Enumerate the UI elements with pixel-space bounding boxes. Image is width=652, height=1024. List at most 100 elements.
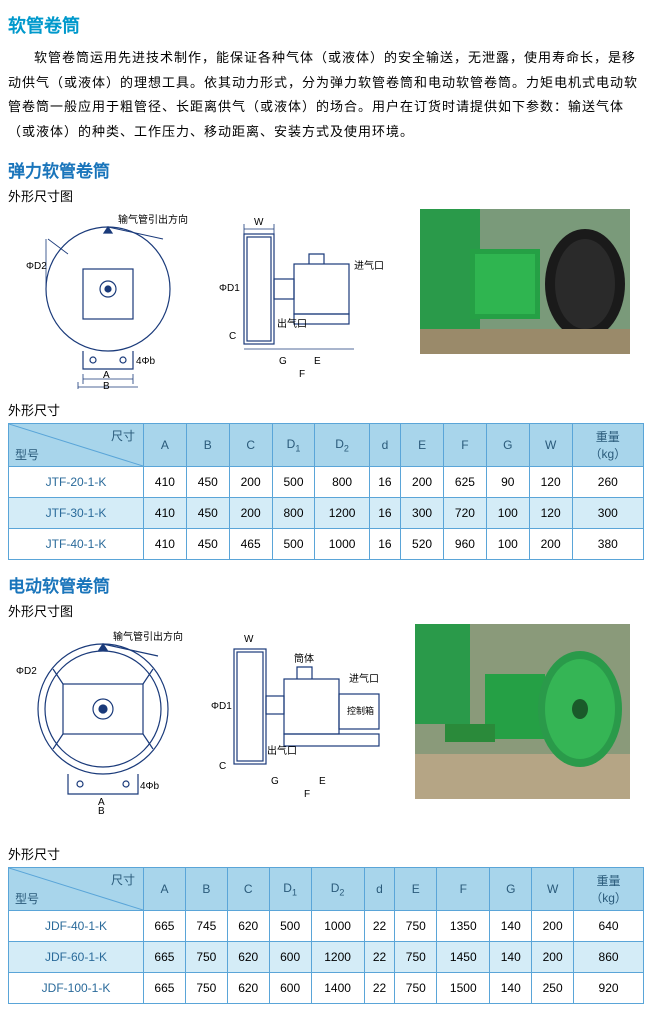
col-b: B bbox=[186, 423, 229, 466]
model-cell: JDF-60-1-K bbox=[9, 941, 144, 972]
value-cell: 450 bbox=[186, 466, 229, 497]
table-corner: 尺寸 型号 bbox=[9, 423, 144, 466]
header-top: 尺寸 bbox=[111, 427, 135, 444]
value-cell: 16 bbox=[369, 466, 400, 497]
value-cell: 665 bbox=[144, 910, 186, 941]
table-row: JDF-40-1-K665745620500100022750135014020… bbox=[9, 910, 644, 941]
label-f: F bbox=[299, 369, 305, 380]
value-cell: 665 bbox=[144, 941, 186, 972]
diagram-row-2: 输气管引出方向 ΦD2 A B 4Φb W ΦD1 C 筒体 进气口 控制箱 出… bbox=[8, 624, 644, 817]
value-cell: 260 bbox=[572, 466, 643, 497]
model-cell: JDF-100-1-K bbox=[9, 972, 144, 1003]
value-cell: 625 bbox=[444, 466, 487, 497]
table-row: JTF-30-1-K410450200800120016300720100120… bbox=[9, 497, 644, 528]
col-f: F bbox=[444, 423, 487, 466]
value-cell: 1450 bbox=[437, 941, 490, 972]
dim-diagram-label-2: 外形尺寸图 bbox=[8, 601, 644, 620]
svg-text:ΦD1: ΦD1 bbox=[211, 701, 232, 712]
value-cell: 90 bbox=[486, 466, 529, 497]
value-cell: 745 bbox=[185, 910, 227, 941]
svg-text:F: F bbox=[304, 789, 310, 800]
value-cell: 1350 bbox=[437, 910, 490, 941]
value-cell: 960 bbox=[444, 528, 487, 559]
dim-table-label-2: 外形尺寸 bbox=[8, 844, 644, 863]
value-cell: 665 bbox=[144, 972, 186, 1003]
value-cell: 250 bbox=[532, 972, 574, 1003]
value-cell: 140 bbox=[490, 910, 532, 941]
value-cell: 410 bbox=[144, 497, 187, 528]
value-cell: 200 bbox=[401, 466, 444, 497]
label-w: W bbox=[254, 217, 264, 228]
value-cell: 120 bbox=[529, 466, 572, 497]
section2-title: 电动软管卷筒 bbox=[8, 572, 644, 597]
label-a: A bbox=[103, 370, 110, 381]
model-cell: JTF-30-1-K bbox=[9, 497, 144, 528]
table-corner-2: 尺寸 型号 bbox=[9, 867, 144, 910]
svg-text:输气管引出方向: 输气管引出方向 bbox=[113, 630, 183, 643]
label-b: B bbox=[103, 381, 110, 389]
value-cell: 500 bbox=[272, 466, 315, 497]
label-inlet: 进气口 bbox=[354, 259, 384, 272]
value-cell: 300 bbox=[401, 497, 444, 528]
svg-text:出气口: 出气口 bbox=[267, 744, 297, 757]
dim-table-label-1: 外形尺寸 bbox=[8, 400, 644, 419]
value-cell: 500 bbox=[272, 528, 315, 559]
value-cell: 1400 bbox=[311, 972, 364, 1003]
value-cell: 140 bbox=[490, 972, 532, 1003]
front-diagram-2: 输气管引出方向 ΦD2 A B 4Φb bbox=[8, 624, 203, 817]
col-wt: 重量（kg） bbox=[572, 423, 643, 466]
product-photo-1 bbox=[420, 209, 630, 354]
model-cell: JDF-40-1-K bbox=[9, 910, 144, 941]
spec-table-2: 尺寸 型号 A B C D1 D2 d E F G W 重量（kg） JDF-4… bbox=[8, 867, 644, 1004]
svg-text:4Φb: 4Φb bbox=[140, 781, 160, 792]
value-cell: 16 bbox=[369, 497, 400, 528]
col-d2: D2 bbox=[315, 423, 369, 466]
value-cell: 750 bbox=[185, 941, 227, 972]
value-cell: 750 bbox=[185, 972, 227, 1003]
value-cell: 720 bbox=[444, 497, 487, 528]
side-diagram-1: W ΦD1 C 进气口 出气口 G E F bbox=[214, 209, 414, 392]
value-cell: 22 bbox=[364, 941, 395, 972]
intro-paragraph: 软管卷筒运用先进技术制作，能保证各种气体（或液体）的安全输送，无泄露，使用寿命长… bbox=[8, 46, 644, 145]
label-outlet: 出气口 bbox=[277, 317, 307, 330]
value-cell: 520 bbox=[401, 528, 444, 559]
value-cell: 300 bbox=[572, 497, 643, 528]
value-cell: 750 bbox=[395, 941, 437, 972]
value-cell: 800 bbox=[272, 497, 315, 528]
value-cell: 920 bbox=[574, 972, 644, 1003]
annot-arrow: 输气管引出方向 bbox=[118, 213, 188, 226]
value-cell: 1000 bbox=[311, 910, 364, 941]
model-cell: JTF-20-1-K bbox=[9, 466, 144, 497]
value-cell: 100 bbox=[486, 497, 529, 528]
value-cell: 750 bbox=[395, 910, 437, 941]
dim-diagram-label-1: 外形尺寸图 bbox=[8, 186, 644, 205]
value-cell: 410 bbox=[144, 466, 187, 497]
value-cell: 200 bbox=[229, 497, 272, 528]
main-title: 软管卷筒 bbox=[8, 12, 644, 38]
value-cell: 1000 bbox=[315, 528, 369, 559]
value-cell: 22 bbox=[364, 972, 395, 1003]
label-d2: ΦD2 bbox=[26, 261, 47, 272]
header-bot: 型号 bbox=[15, 446, 39, 463]
svg-text:B: B bbox=[98, 806, 105, 814]
value-cell: 200 bbox=[532, 910, 574, 941]
value-cell: 640 bbox=[574, 910, 644, 941]
value-cell: 800 bbox=[315, 466, 369, 497]
col-c: C bbox=[229, 423, 272, 466]
svg-text:G: G bbox=[271, 776, 279, 787]
svg-text:C: C bbox=[219, 761, 226, 772]
svg-text:ΦD2: ΦD2 bbox=[16, 666, 37, 677]
value-cell: 600 bbox=[269, 972, 311, 1003]
value-cell: 500 bbox=[269, 910, 311, 941]
model-cell: JTF-40-1-K bbox=[9, 528, 144, 559]
label-e: E bbox=[314, 356, 321, 367]
label-d1: ΦD1 bbox=[219, 283, 240, 294]
value-cell: 120 bbox=[529, 497, 572, 528]
col-w: W bbox=[529, 423, 572, 466]
table-row: JDF-100-1-K66575062060014002275015001402… bbox=[9, 972, 644, 1003]
label-g: G bbox=[279, 356, 287, 367]
value-cell: 380 bbox=[572, 528, 643, 559]
spec-table-1: 尺寸 型号 A B C D1 D2 d E F G W 重量（kg） JTF-2… bbox=[8, 423, 644, 560]
value-cell: 410 bbox=[144, 528, 187, 559]
col-d1: D1 bbox=[272, 423, 315, 466]
